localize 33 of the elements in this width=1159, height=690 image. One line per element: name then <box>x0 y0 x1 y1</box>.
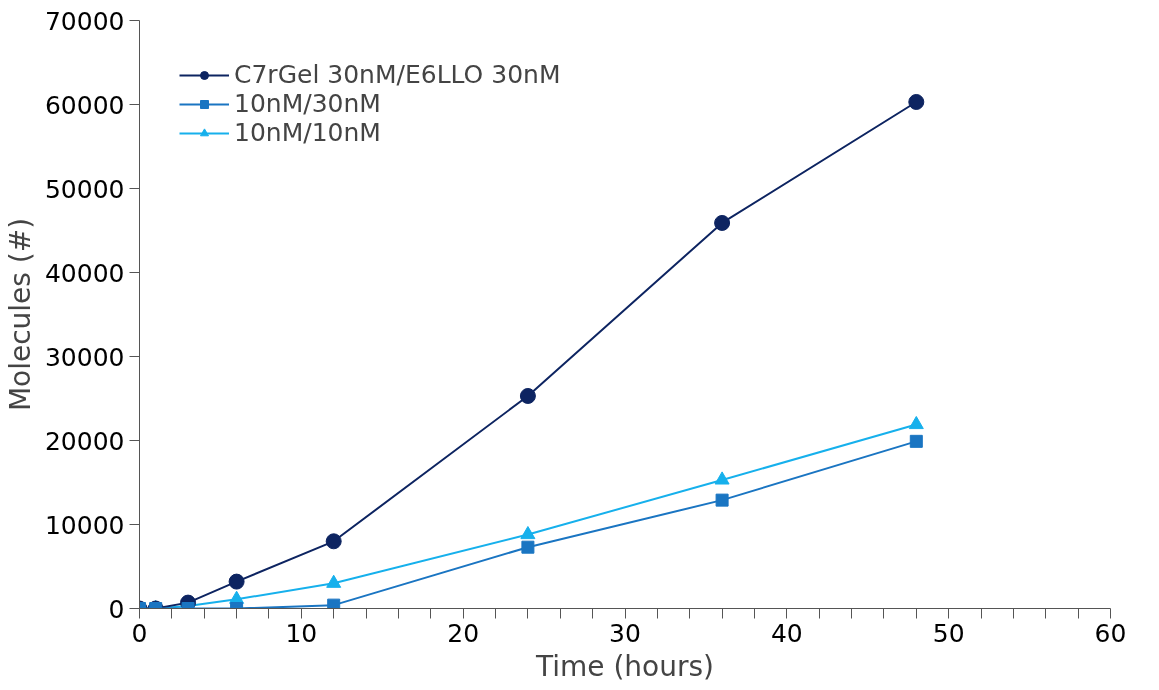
point <box>327 598 341 609</box>
x-tick-label: 40 <box>770 618 803 648</box>
point <box>326 574 342 588</box>
x-tick-label: 10 <box>285 618 318 648</box>
legend-label: C7rGel 30nM/E6LLO 30nM <box>234 60 561 89</box>
x-tick-label: 30 <box>609 618 641 648</box>
point <box>519 387 536 404</box>
y-tick-label: 30000 <box>44 342 125 372</box>
x-tick-label: 20 <box>447 618 480 648</box>
point <box>908 415 924 430</box>
point <box>228 573 245 590</box>
x-tick-label: 0 <box>131 618 148 648</box>
y-tick-label: 10000 <box>44 510 125 540</box>
point <box>325 533 342 550</box>
point <box>521 540 535 554</box>
legend-label: 10nM/30nM <box>234 89 381 118</box>
point <box>520 526 536 540</box>
x-axis-title: Time (hours) <box>535 649 714 683</box>
y-tick-label: 40000 <box>44 258 125 288</box>
point <box>714 471 730 485</box>
y-tick-label: 50000 <box>44 174 125 204</box>
legend-label: 10nM/10nM <box>234 118 381 147</box>
x-tick-label: 50 <box>932 618 965 648</box>
point <box>908 93 925 110</box>
y-tick-label: 70000 <box>44 6 125 36</box>
y-tick-label: 60000 <box>44 90 125 120</box>
y-axis-title: Molecules (#) <box>3 217 37 412</box>
y-tick-label: 20000 <box>44 426 125 456</box>
point <box>715 493 729 507</box>
x-tick-label: 60 <box>1094 618 1127 648</box>
point <box>909 434 923 448</box>
y-tick-label: 0 <box>108 594 125 624</box>
point <box>714 214 731 231</box>
